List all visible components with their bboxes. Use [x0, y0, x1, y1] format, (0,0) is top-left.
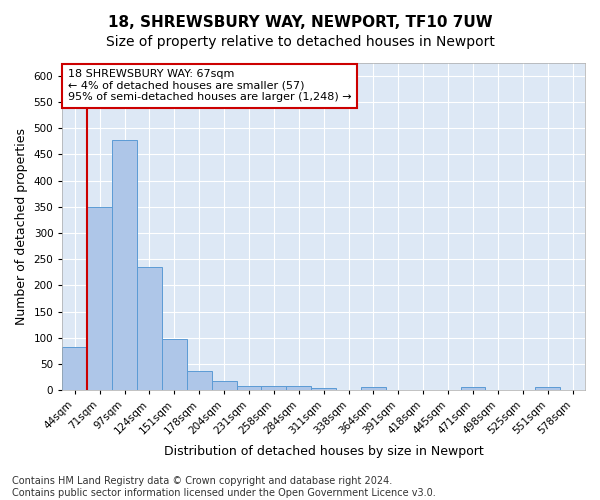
Bar [212, 381, 236, 390]
Bar [187, 371, 212, 390]
Bar [286, 386, 311, 390]
Bar [461, 387, 485, 390]
Bar [361, 387, 386, 390]
Bar [162, 340, 187, 390]
Bar [311, 388, 336, 390]
Bar [137, 267, 162, 390]
Y-axis label: Number of detached properties: Number of detached properties [15, 128, 28, 325]
Bar [112, 140, 137, 390]
Bar [62, 347, 87, 391]
Bar [87, 206, 112, 390]
Bar [262, 386, 286, 390]
Text: Contains HM Land Registry data © Crown copyright and database right 2024.
Contai: Contains HM Land Registry data © Crown c… [12, 476, 436, 498]
Text: Size of property relative to detached houses in Newport: Size of property relative to detached ho… [106, 35, 494, 49]
Text: 18, SHREWSBURY WAY, NEWPORT, TF10 7UW: 18, SHREWSBURY WAY, NEWPORT, TF10 7UW [107, 15, 493, 30]
Bar [535, 387, 560, 390]
Bar [236, 386, 262, 390]
Text: 18 SHREWSBURY WAY: 67sqm
← 4% of detached houses are smaller (57)
95% of semi-de: 18 SHREWSBURY WAY: 67sqm ← 4% of detache… [68, 69, 351, 102]
X-axis label: Distribution of detached houses by size in Newport: Distribution of detached houses by size … [164, 444, 484, 458]
